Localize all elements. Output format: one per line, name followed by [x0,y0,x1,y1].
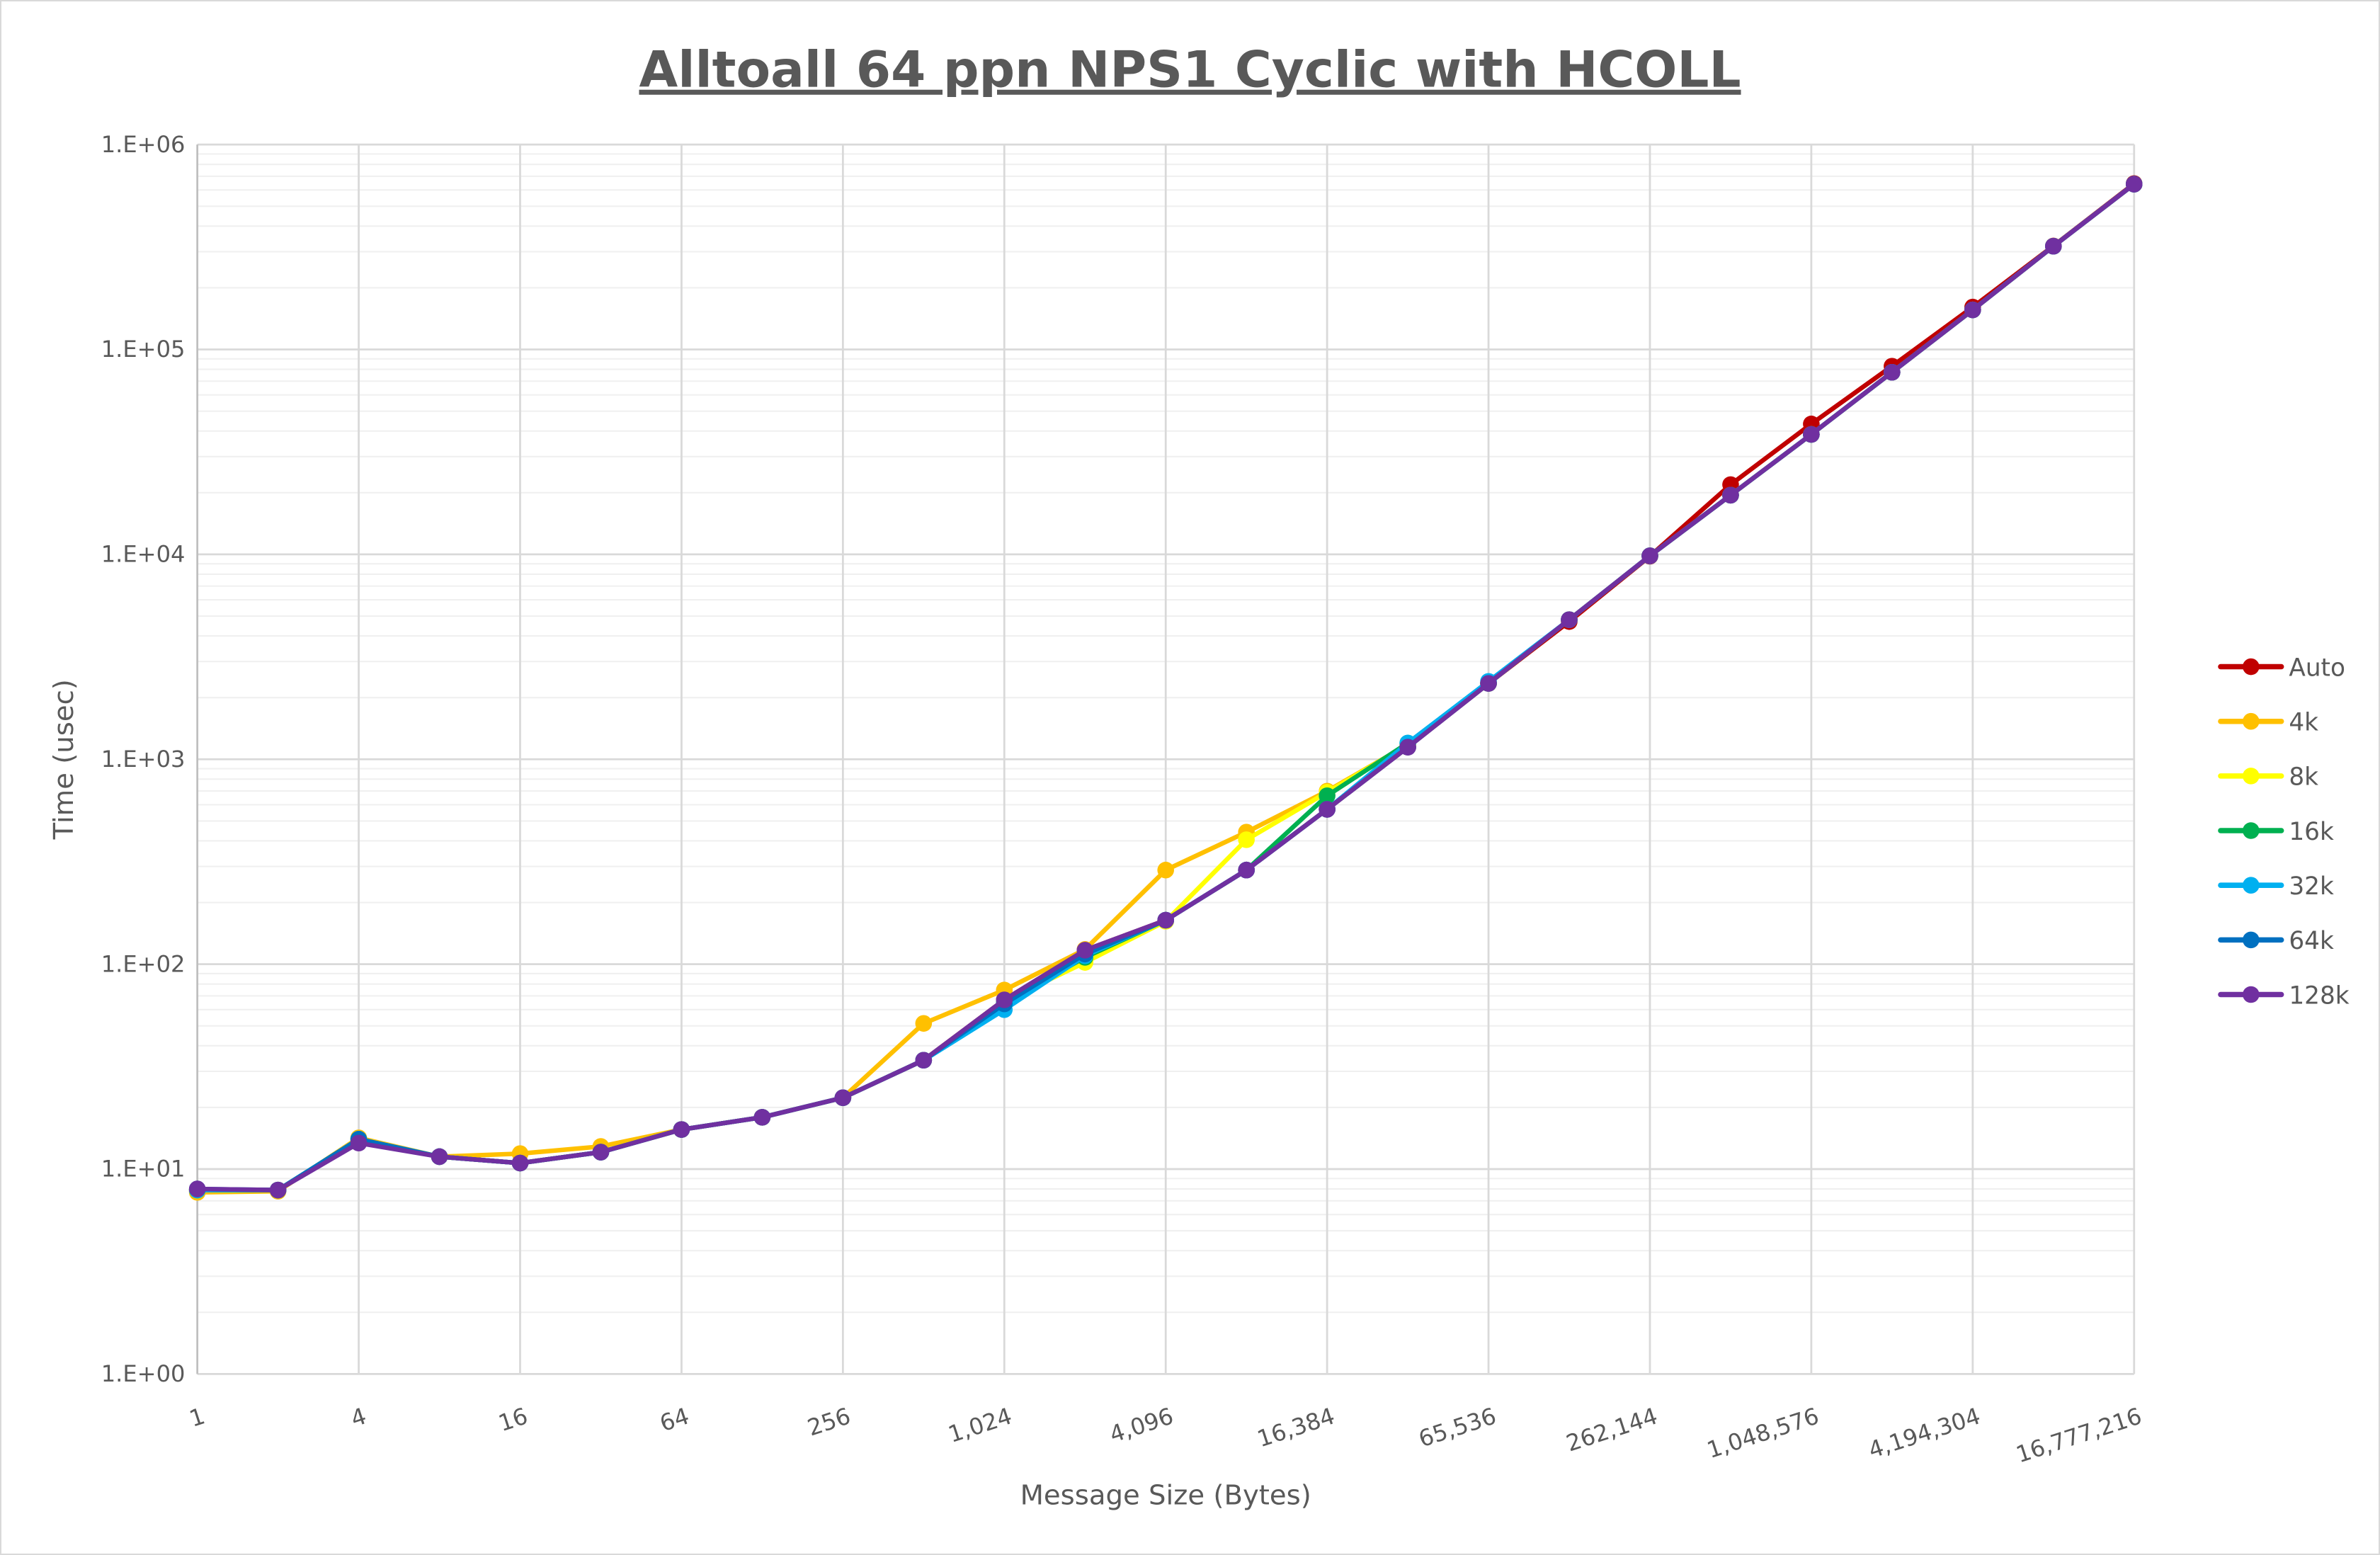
data-point-128k [915,1052,933,1069]
y-tick-label: 1.E+05 [101,336,186,363]
chart-title: Alltoall 64 ppn NPS1 Cyclic with HCOLL [639,40,1741,99]
y-tick-label: 1.E+04 [101,541,186,568]
series-group [188,175,2143,1201]
data-point-128k [834,1089,852,1107]
legend-swatch-marker [2243,658,2260,676]
legend-swatch-marker [2243,768,2260,785]
y-tick-label: 1.E+00 [101,1360,186,1387]
legend-label: 32k [2289,872,2334,901]
legend-item-32k: 32k [2218,872,2334,901]
data-point-128k [1561,611,1578,628]
data-point-128k [350,1134,368,1152]
x-tick-label: 16,384 [1254,1402,1338,1452]
legend-swatch-marker [2243,931,2260,949]
x-tick-label: 64 [656,1402,693,1437]
y-tick-label: 1.E+06 [101,131,186,158]
data-point-128k [269,1181,287,1199]
x-tick-label: 1 [186,1402,208,1432]
legend-label: 4k [2289,709,2318,737]
y-tick-label: 1.E+01 [101,1156,186,1183]
data-point-128k [1722,486,1739,504]
data-point-128k [188,1180,206,1197]
x-tick-label: 16,777,216 [2012,1402,2145,1468]
data-point-128k [511,1154,529,1172]
y-tick-label: 1.E+02 [101,950,186,977]
y-tick-label: 1.E+03 [101,746,186,773]
data-point-128k [592,1144,610,1161]
data-point-128k [1157,911,1174,929]
x-tick-label: 4,096 [1106,1402,1176,1448]
data-point-128k [1076,942,1094,959]
y-axis-label: Time (usec) [48,679,80,840]
data-point-128k [1319,801,1336,818]
data-point-128k [1399,739,1416,756]
x-tick-label: 16 [495,1402,531,1437]
series-128k [188,176,2143,1199]
data-point-128k [1884,363,1901,381]
data-point-128k [1641,547,1658,564]
x-tick-label: 256 [804,1402,854,1441]
legend-swatch-marker [2243,877,2260,894]
data-point-8k [1238,831,1255,848]
legend-item-8k: 8k [2218,763,2318,792]
legend-swatch-marker [2243,986,2260,1003]
legend-label: 128k [2289,981,2349,1010]
legend-label: Auto [2289,654,2345,682]
legend-item-128k: 128k [2218,981,2350,1010]
data-point-128k [1964,301,1981,319]
data-point-4k [1157,861,1174,879]
data-point-128k [996,991,1013,1008]
data-point-128k [2045,237,2062,255]
data-point-128k [431,1148,448,1166]
data-point-4k [915,1015,933,1032]
x-tick-label: 4 [348,1402,370,1432]
x-tick-label: 262,144 [1563,1402,1661,1457]
x-tick-label: 65,536 [1416,1402,1500,1452]
data-point-128k [753,1109,771,1126]
data-point-128k [673,1121,690,1138]
x-tick-label: 4,194,304 [1865,1402,1983,1464]
data-point-128k [2125,176,2143,193]
legend-label: 8k [2289,763,2318,792]
y-axis-ticks: 1.E+00 1.E+01 1.E+02 1.E+03 1.E+04 1.E+05 1.E+… [101,131,186,1387]
x-tick-label: 1,048,576 [1704,1402,1822,1464]
legend: Auto 4k 8k 16k 32k 64k 128k [2218,654,2350,1010]
legend-swatch-marker [2243,712,2260,730]
data-point-128k [1803,426,1820,443]
data-point-128k [1238,861,1255,879]
x-tick-label: 1,024 [945,1402,1015,1448]
legend-item-64k: 64k [2218,927,2334,955]
legend-label: 64k [2289,927,2334,955]
x-axis-ticks: 1 4 16 64 256 1,024 4,096 16,384 65,536 262,144 1,… [186,1402,2145,1468]
gridlines [196,143,2136,1375]
legend-item-auto: Auto [2218,654,2345,682]
data-point-16k [1319,787,1336,804]
legend-label: 16k [2289,818,2334,846]
legend-item-4k: 4k [2218,709,2318,737]
x-axis-label: Message Size (Bytes) [1020,1480,1311,1512]
legend-swatch-marker [2243,822,2260,839]
data-point-128k [1480,675,1497,692]
legend-item-16k: 16k [2218,818,2334,846]
